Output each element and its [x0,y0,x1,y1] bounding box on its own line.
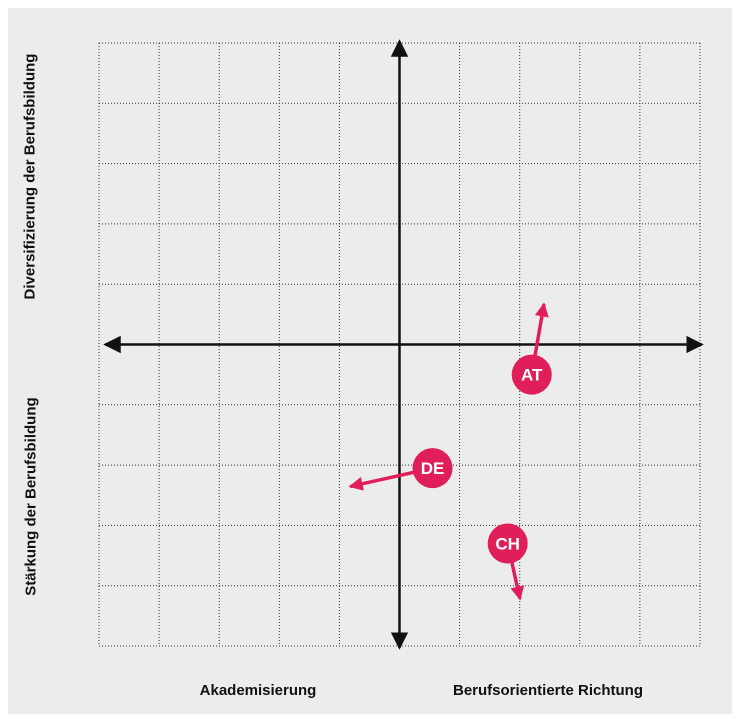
data-point-at: AT [511,302,552,395]
point-marker [412,448,453,489]
x-axis-label-right: Berufsorientierte Richtung [452,682,644,699]
point-label: AT [521,366,543,385]
y-axis-label-bottom: Stärkung der Berufsbildung [22,397,40,596]
chart-panel: AT DE CH Diversifizierung der Berufsbildun… [8,8,732,714]
x-axis-label-left: Akademisierung [199,682,317,699]
data-point-de: DE [348,448,453,491]
chart-svg: AT DE CH [98,39,704,650]
y-axis-label-top: Diversifizierung der Berufsbildung [21,53,39,300]
data-point-ch: CH [487,523,528,601]
point-label: DE [421,459,445,478]
point-label: CH [495,534,520,553]
point-marker [487,523,528,564]
data-points: AT DE CH [348,302,552,601]
point-marker [511,354,552,395]
axes [103,39,704,650]
